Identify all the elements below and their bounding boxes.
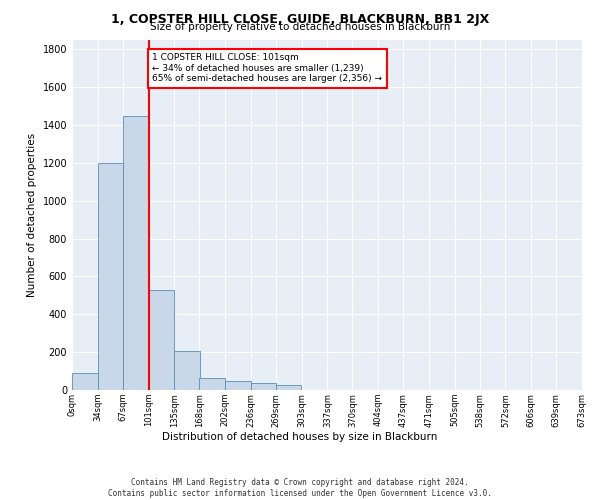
Y-axis label: Number of detached properties: Number of detached properties [27, 133, 37, 297]
Text: Contains HM Land Registry data © Crown copyright and database right 2024.
Contai: Contains HM Land Registry data © Crown c… [108, 478, 492, 498]
Bar [149, 290, 174, 390]
Text: 1 COPSTER HILL CLOSE: 101sqm
← 34% of detached houses are smaller (1,239)
65% of: 1 COPSTER HILL CLOSE: 101sqm ← 34% of de… [152, 53, 382, 83]
Text: Size of property relative to detached houses in Blackburn: Size of property relative to detached ho… [150, 22, 450, 32]
Bar [72, 373, 98, 390]
Bar [225, 382, 251, 390]
Text: 1, COPSTER HILL CLOSE, GUIDE, BLACKBURN, BB1 2JX: 1, COPSTER HILL CLOSE, GUIDE, BLACKBURN,… [111, 12, 489, 26]
Bar [276, 384, 301, 390]
Bar [98, 163, 124, 390]
Bar [199, 378, 225, 390]
Bar [123, 116, 148, 390]
Bar [251, 384, 277, 390]
Text: Distribution of detached houses by size in Blackburn: Distribution of detached houses by size … [163, 432, 437, 442]
Bar [175, 351, 200, 390]
